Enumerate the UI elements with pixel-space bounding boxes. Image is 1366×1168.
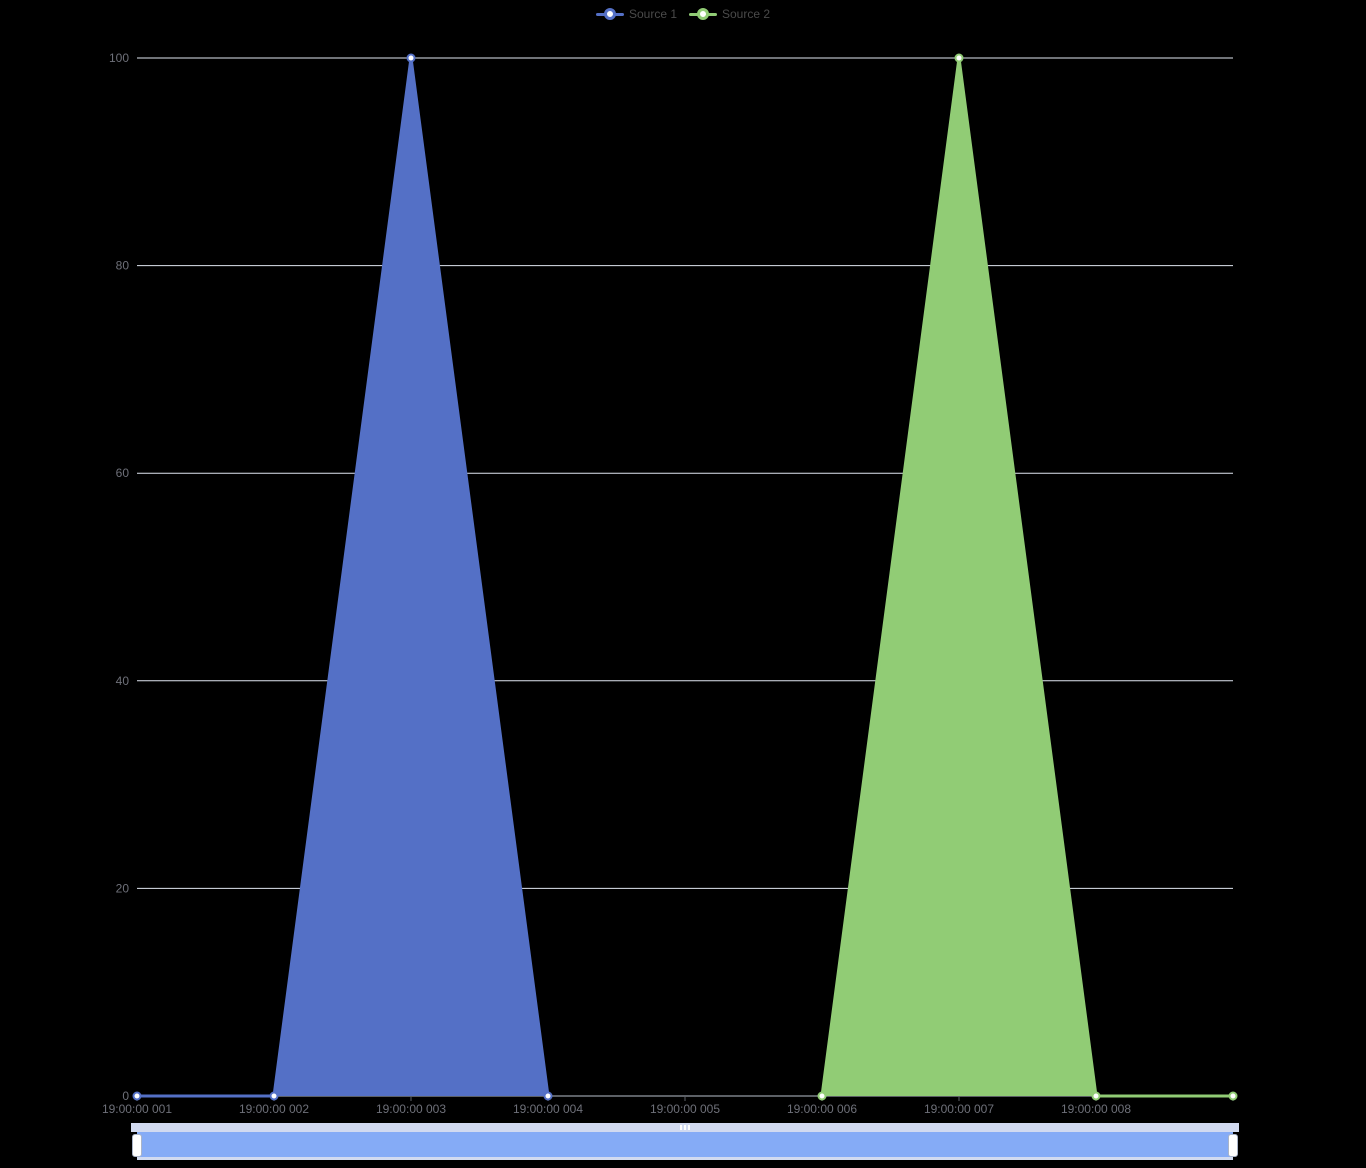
x-axis-label: 19:00:00 001 <box>102 1102 172 1116</box>
drag-grip-icon <box>680 1125 690 1130</box>
data-point-marker-source-1[interactable] <box>269 1091 279 1101</box>
navigator-left-handle[interactable] <box>132 1134 142 1157</box>
x-axis-label: 19:00:00 006 <box>787 1102 857 1116</box>
y-axis-label: 80 <box>116 259 130 273</box>
x-axis-label: 19:00:00 004 <box>513 1102 583 1116</box>
y-axis-label: 60 <box>116 466 130 480</box>
data-point-marker-source-2[interactable] <box>1228 1091 1238 1101</box>
legend-item-source-2[interactable]: Source 2 <box>689 6 771 21</box>
x-axis-label: 19:00:00 005 <box>650 1102 720 1116</box>
navigator-selected-region[interactable] <box>137 1132 1233 1157</box>
legend: Source 1 Source 2 <box>0 5 1366 23</box>
data-point-marker-source-2[interactable] <box>817 1091 827 1101</box>
series-line-source-2[interactable] <box>820 56 1235 1098</box>
data-zoom-slider[interactable] <box>131 1123 1239 1162</box>
x-axis-label: 19:00:00 002 <box>239 1102 309 1116</box>
data-point-marker-source-1[interactable] <box>132 1091 142 1101</box>
x-axis-label: 19:00:00 007 <box>924 1102 994 1116</box>
navigator-bottom-border <box>137 1157 1233 1160</box>
line-series-marker-icon <box>689 8 717 21</box>
data-point-marker-source-1[interactable] <box>406 53 416 63</box>
legend-circle-icon <box>697 8 709 20</box>
y-axis-label: 40 <box>116 674 130 688</box>
navigator-right-handle[interactable] <box>1228 1134 1238 1157</box>
x-axis-label: 19:00:00 008 <box>1061 1102 1131 1116</box>
data-point-marker-source-1[interactable] <box>543 1091 553 1101</box>
series-line-source-1[interactable] <box>135 56 550 1098</box>
legend-circle-icon <box>603 8 616 20</box>
navigator-move-handle[interactable] <box>131 1123 1239 1132</box>
line-series-marker-icon <box>595 8 624 21</box>
data-point-marker-source-2[interactable] <box>954 53 964 63</box>
x-axis-label: 19:00:00 003 <box>376 1102 446 1116</box>
legend-label: Source 1 <box>628 6 677 21</box>
y-axis-label: 0 <box>122 1089 129 1103</box>
y-axis-label: 20 <box>116 881 130 895</box>
legend-label: Source 2 <box>722 6 771 21</box>
data-point-marker-source-2[interactable] <box>1091 1091 1101 1101</box>
legend-item-source-1[interactable]: Source 1 <box>595 6 677 21</box>
y-axis-label: 100 <box>109 51 129 65</box>
